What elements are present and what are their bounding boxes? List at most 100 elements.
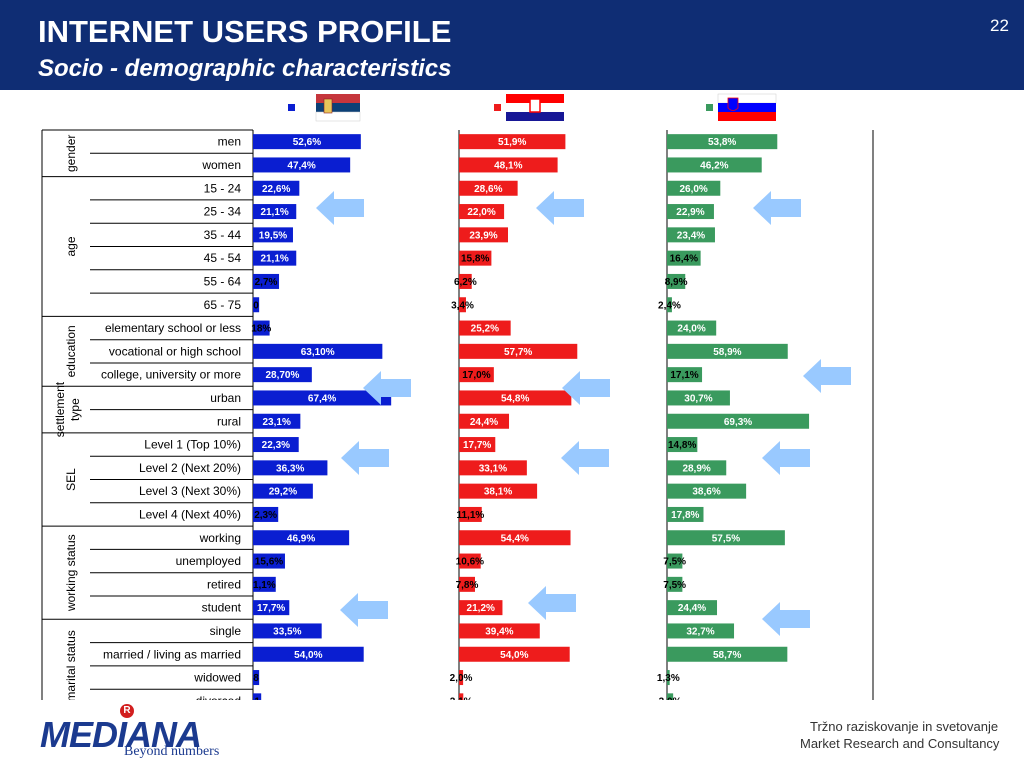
highlight-arrow-icon	[762, 602, 810, 636]
data-label: 32,7%	[686, 626, 714, 637]
row-label-level-3-next-30: Level 3 (Next 30%)	[139, 484, 241, 498]
legend-marker	[288, 104, 295, 111]
data-label: 7,5%	[663, 580, 686, 591]
data-label: 46,2%	[700, 160, 728, 171]
bar-series3-student	[667, 600, 718, 616]
row-label-25-34: 25 - 34	[204, 205, 242, 219]
data-label: 38,6%	[692, 487, 720, 498]
bar-series2-divorced	[459, 693, 464, 700]
data-label: 2,7%	[255, 277, 278, 288]
row-label-unemployed: unemployed	[176, 554, 241, 568]
data-label: 24,0%	[677, 324, 705, 335]
data-label: 1,3%	[657, 673, 680, 684]
row-label-vocational-or-high-school: vocational or high school	[109, 344, 241, 358]
bar-series1-men	[253, 134, 361, 150]
data-label: 57,7%	[504, 347, 532, 358]
data-label: 6,2%	[454, 277, 477, 288]
row-label-widowed: widowed	[193, 671, 241, 685]
group-label: working status	[64, 534, 78, 612]
bar-series1-women	[253, 157, 351, 173]
registered-mark: R	[120, 704, 134, 718]
data-label: 7,5%	[663, 557, 686, 568]
data-label: 58,9%	[713, 347, 741, 358]
bar-series2-level-2-next-20	[459, 460, 527, 476]
row-label-rural: rural	[217, 414, 241, 428]
group-label: education	[64, 325, 78, 377]
slovenia-flag	[727, 97, 739, 111]
bar-series2-working	[459, 530, 571, 546]
title-bar: INTERNET USERS PROFILE Socio - demograph…	[0, 0, 1024, 90]
row-label-elementary-school-or-less: elementary school or less	[105, 321, 241, 335]
bar-series3-level-3-next-30	[667, 483, 747, 499]
bar-series3-single	[667, 623, 735, 639]
data-label: 54,0%	[500, 650, 528, 661]
data-label: 53,8%	[708, 137, 736, 148]
bar-series2-45-54	[459, 250, 492, 266]
data-label: 2,1%	[450, 696, 473, 700]
bar-series2-65-75	[459, 297, 466, 313]
page-number: 22	[990, 16, 1009, 35]
row-label-45-54: 45 - 54	[204, 251, 242, 265]
bar-series1-college-university-or-more	[253, 367, 312, 383]
data-label: 28,9%	[682, 463, 710, 474]
data-label: 58,7%	[713, 650, 741, 661]
data-label: 21,1%	[260, 254, 288, 265]
bar-series2-men	[459, 134, 566, 150]
bar-series3-rural	[667, 413, 810, 429]
data-label: 39,4%	[485, 626, 513, 637]
data-label: 24,4%	[678, 603, 706, 614]
croatia-flag	[506, 112, 564, 121]
bar-series1-25-34	[253, 204, 297, 220]
row-label-men: men	[218, 135, 241, 149]
data-label: 24,4%	[470, 417, 498, 428]
data-label: 2,3%	[254, 510, 277, 521]
bar-series3-women	[667, 157, 762, 173]
bar-series3-unemployed	[667, 553, 683, 569]
bar-series2-unemployed	[459, 553, 481, 569]
bar-series1-rural	[253, 413, 301, 429]
highlight-arrow-icon	[528, 586, 576, 620]
serbia-flag	[316, 94, 360, 103]
data-label: 26,0%	[679, 184, 707, 195]
bar-series1-35-44	[253, 227, 293, 243]
data-label: 67,4%	[308, 393, 336, 404]
data-label: 22,0%	[467, 207, 495, 218]
data-label: 21,1%	[260, 207, 288, 218]
data-label: 10,6%	[456, 557, 484, 568]
data-label: 51,9%	[498, 137, 526, 148]
data-label: 46,9%	[287, 533, 315, 544]
bar-series2-college-university-or-more	[459, 367, 494, 383]
company-description-line-1: Tržno raziskovanje in svetovanje	[810, 719, 999, 734]
data-label: 28,70%	[265, 370, 299, 381]
data-label: 2,4%	[658, 300, 681, 311]
data-label: 36,3%	[276, 463, 304, 474]
bar-series1-divorced	[253, 693, 262, 700]
bar-series2-55-64	[459, 273, 472, 289]
bar-series1-retired	[253, 576, 276, 592]
bar-series1-45-54	[253, 250, 297, 266]
data-label: 38,1%	[484, 487, 512, 498]
bar-series1-level-2-next-20	[253, 460, 328, 476]
group-label: SEL	[64, 468, 78, 491]
bar-series2-15-24	[459, 180, 518, 196]
bar-series3-retired	[667, 576, 683, 592]
data-label: 3,0%	[659, 696, 682, 700]
group-label: age	[64, 236, 78, 256]
data-label: 57,5%	[712, 533, 740, 544]
serbia-flag	[315, 111, 361, 122]
data-label: 17,7%	[463, 440, 491, 451]
data-label: 22,6%	[262, 184, 290, 195]
bar-series2-single	[459, 623, 540, 639]
bar-series2-35-44	[459, 227, 508, 243]
serbia-flag	[323, 98, 333, 114]
bar-series3-level-1-top-10	[667, 437, 698, 453]
slovenia-flag	[718, 112, 776, 121]
data-label: 23,4%	[677, 230, 705, 241]
bar-series2-urban	[459, 390, 572, 406]
bar-series2-rural	[459, 413, 510, 429]
bar-series1-elementary-school-or-less	[253, 320, 270, 336]
data-label: 30,7%	[684, 393, 712, 404]
serbia-flag	[316, 103, 360, 112]
highlight-arrow-icon	[762, 441, 810, 475]
highlight-arrow-icon	[561, 441, 609, 475]
